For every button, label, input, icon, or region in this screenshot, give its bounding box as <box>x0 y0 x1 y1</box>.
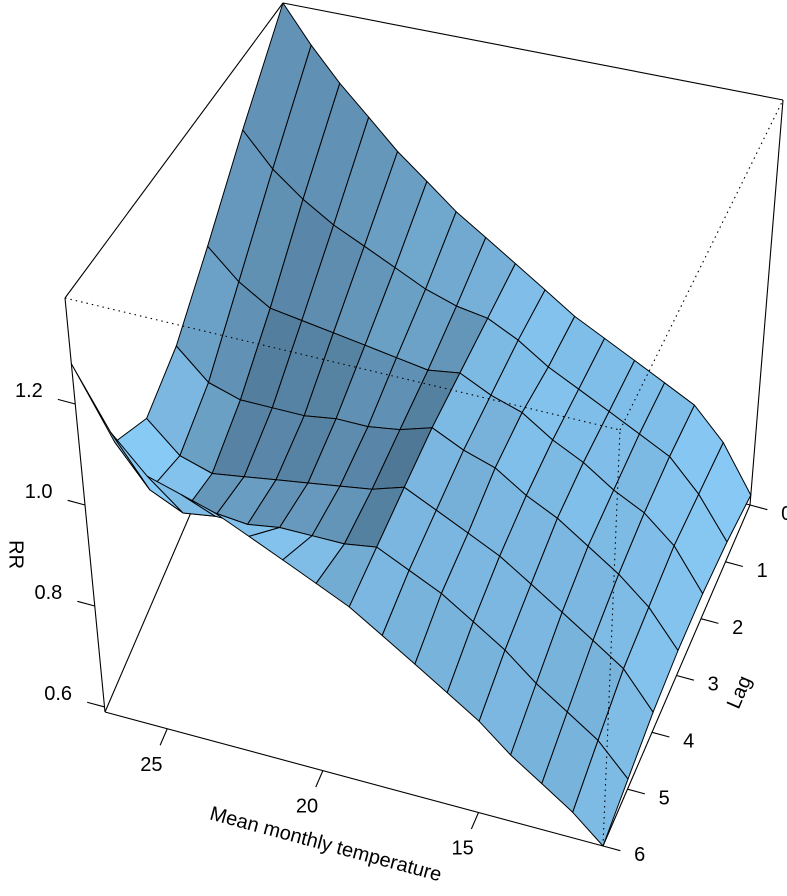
z-tick-label: 1.0 <box>25 481 53 503</box>
x-tick <box>159 728 168 746</box>
box-edge <box>749 99 784 506</box>
y-tick-label: 5 <box>659 787 670 809</box>
box-edge-hidden <box>619 99 784 431</box>
z-tick <box>86 701 105 708</box>
z-tick-label: 0.6 <box>44 683 72 705</box>
y-tick-label: 0 <box>781 503 787 525</box>
y-tick-label: 3 <box>708 674 719 696</box>
box-edge <box>282 2 784 101</box>
x-tick <box>470 812 480 830</box>
z-tick-label: 0.8 <box>34 582 62 604</box>
y-tick <box>627 788 646 795</box>
z-axis-label: RR <box>4 540 26 569</box>
x-tick-label: 25 <box>140 754 162 776</box>
y-tick <box>749 504 768 511</box>
y-tick-label: 2 <box>732 617 743 639</box>
y-tick-label: 4 <box>683 730 694 752</box>
x-tick-label: 15 <box>452 838 474 860</box>
box-edge <box>64 2 284 299</box>
box-front <box>64 2 784 847</box>
box-edge <box>104 711 604 847</box>
y-tick <box>602 845 621 852</box>
y-tick-label: 1 <box>757 560 768 582</box>
x-axis-label: Mean monthly temperature <box>207 803 443 887</box>
box-edge-hidden <box>602 429 621 847</box>
surface <box>70 2 752 847</box>
z-tick <box>57 398 76 405</box>
y-tick <box>651 731 670 738</box>
x-tick-label: 20 <box>296 796 318 818</box>
z-tick <box>77 600 95 607</box>
y-tick <box>676 674 695 681</box>
surface-cell <box>572 739 629 847</box>
x-tick <box>315 770 324 788</box>
y-tick <box>725 561 744 568</box>
y-tick-label: 6 <box>634 844 645 866</box>
y-axis-label: Lag <box>723 673 756 712</box>
z-tick-label: 1.2 <box>15 380 43 402</box>
z-tick <box>67 499 86 506</box>
y-tick <box>700 618 719 624</box>
